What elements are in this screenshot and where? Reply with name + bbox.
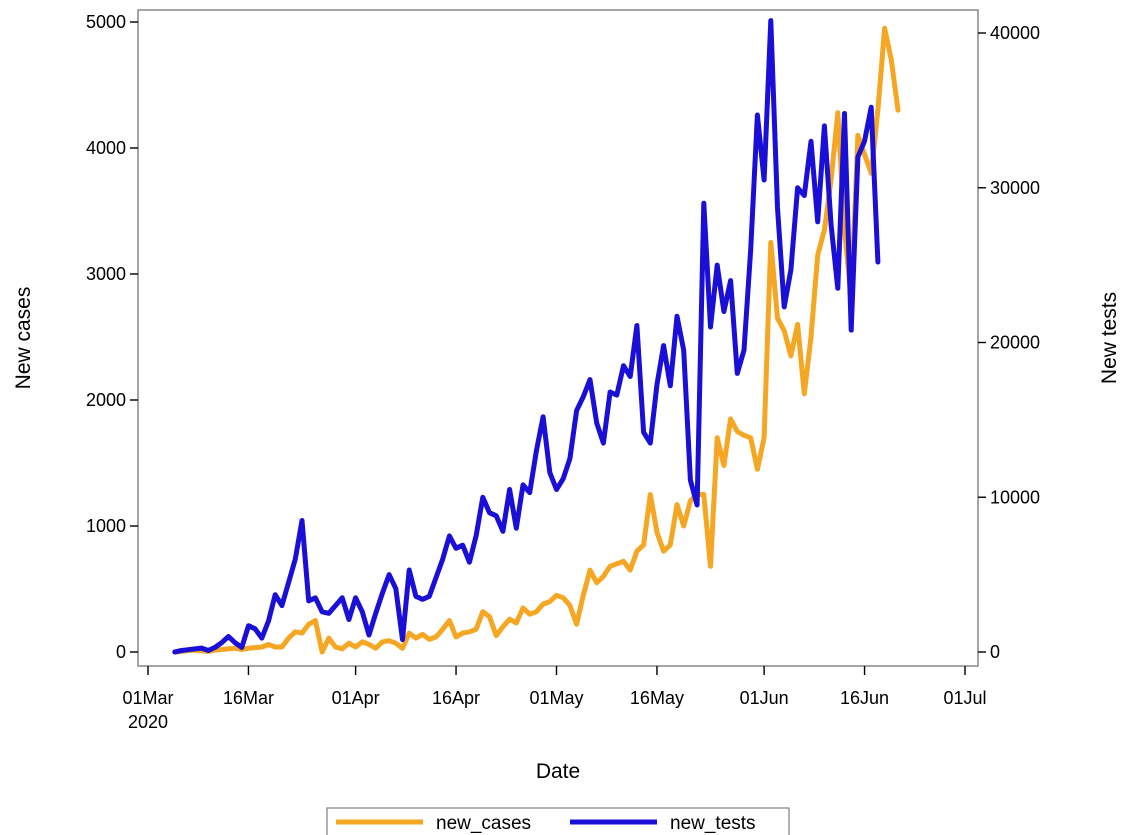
right-y-tick-label: 20000 bbox=[990, 333, 1040, 353]
x-tick-label: 16May bbox=[630, 688, 684, 708]
x-tick-label: 01Jun bbox=[740, 688, 789, 708]
right-y-axis-title: New tests bbox=[1098, 292, 1121, 384]
right-y-tick-label: 10000 bbox=[990, 487, 1040, 507]
left-y-tick-label: 4000 bbox=[86, 138, 126, 158]
right-y-axis: 0 10000 20000 30000 40000 bbox=[978, 23, 1040, 662]
left-y-tick-label: 1000 bbox=[86, 516, 126, 536]
x-tick-label: 01Mar bbox=[122, 688, 173, 708]
left-y-axis: 0 1000 2000 3000 4000 5000 bbox=[86, 12, 138, 662]
x-tick-label: 16Apr bbox=[432, 688, 480, 708]
legend: new_cases new_tests bbox=[326, 807, 790, 835]
x-tick-label: 16Jun bbox=[840, 688, 889, 708]
right-y-tick-label: 40000 bbox=[990, 23, 1040, 43]
right-y-tick-label: 0 bbox=[990, 642, 1000, 662]
x-tick-label: 01Apr bbox=[332, 688, 380, 708]
series-line-new-tests bbox=[172, 18, 881, 655]
left-y-tick-label: 0 bbox=[116, 642, 126, 662]
x-tick-label: 01Jul bbox=[943, 688, 986, 708]
left-y-tick-label: 2000 bbox=[86, 390, 126, 410]
x-axis-title: Date bbox=[536, 760, 580, 783]
legend-label-new-tests: new_tests bbox=[670, 813, 756, 834]
left-y-axis-title: New cases bbox=[12, 287, 35, 390]
x-axis: 01Mar 2020 16Mar 01Apr 16Apr 01May 16May 01Jun 1… bbox=[122, 666, 987, 732]
series-line-new-cases bbox=[172, 25, 901, 655]
plot-frame bbox=[137, 9, 979, 667]
left-y-tick-label: 5000 bbox=[86, 12, 126, 32]
left-y-tick-label: 3000 bbox=[86, 264, 126, 284]
legend-label-new-cases: new_cases bbox=[436, 813, 531, 834]
x-tick-label: 01May bbox=[529, 688, 583, 708]
right-y-tick-label: 30000 bbox=[990, 178, 1040, 198]
x-tick-label: 16Mar bbox=[223, 688, 274, 708]
x-tick-sublabel: 2020 bbox=[128, 712, 168, 732]
series-layer bbox=[172, 18, 901, 655]
